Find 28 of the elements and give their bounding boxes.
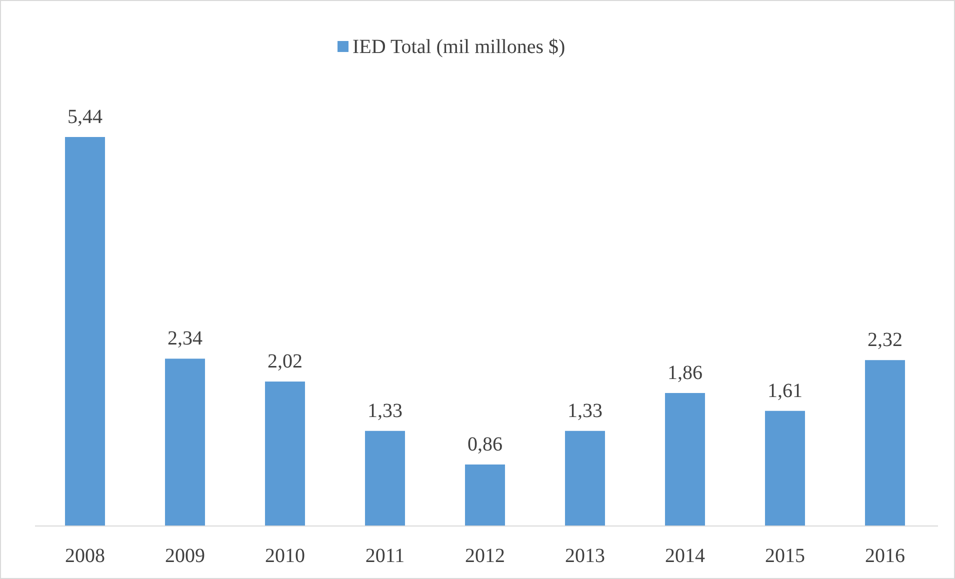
data-label: 0,86 <box>468 434 502 456</box>
legend-label: IED Total (mil millones $) <box>352 36 566 58</box>
data-label: 1,33 <box>368 400 402 422</box>
data-label: 2,32 <box>868 329 902 352</box>
data-label: 1,61 <box>768 380 802 402</box>
x-tick-label: 2009 <box>165 545 205 567</box>
data-label: 5,44 <box>68 106 102 128</box>
bar <box>665 392 705 526</box>
x-tick-label: 2013 <box>565 545 605 567</box>
data-label: 1,33 <box>568 400 602 422</box>
bar <box>865 360 905 526</box>
x-tick-label: 2012 <box>465 545 505 567</box>
bar <box>65 137 105 526</box>
x-tick-label: 2014 <box>665 545 705 567</box>
bar <box>565 430 605 526</box>
x-tick-label: 2016 <box>865 545 905 567</box>
data-label: 2,34 <box>168 328 202 350</box>
data-label: 2,02 <box>268 350 302 373</box>
bar <box>165 358 205 526</box>
x-tick-label: 2008 <box>65 545 105 567</box>
bar <box>365 430 405 526</box>
bar <box>265 382 305 526</box>
bar <box>765 410 805 526</box>
x-tick-label: 2011 <box>365 545 405 567</box>
data-label: 1,86 <box>668 362 702 384</box>
bar <box>465 464 505 526</box>
x-tick-label: 2015 <box>765 545 805 567</box>
x-tick-label: 2010 <box>265 545 305 567</box>
